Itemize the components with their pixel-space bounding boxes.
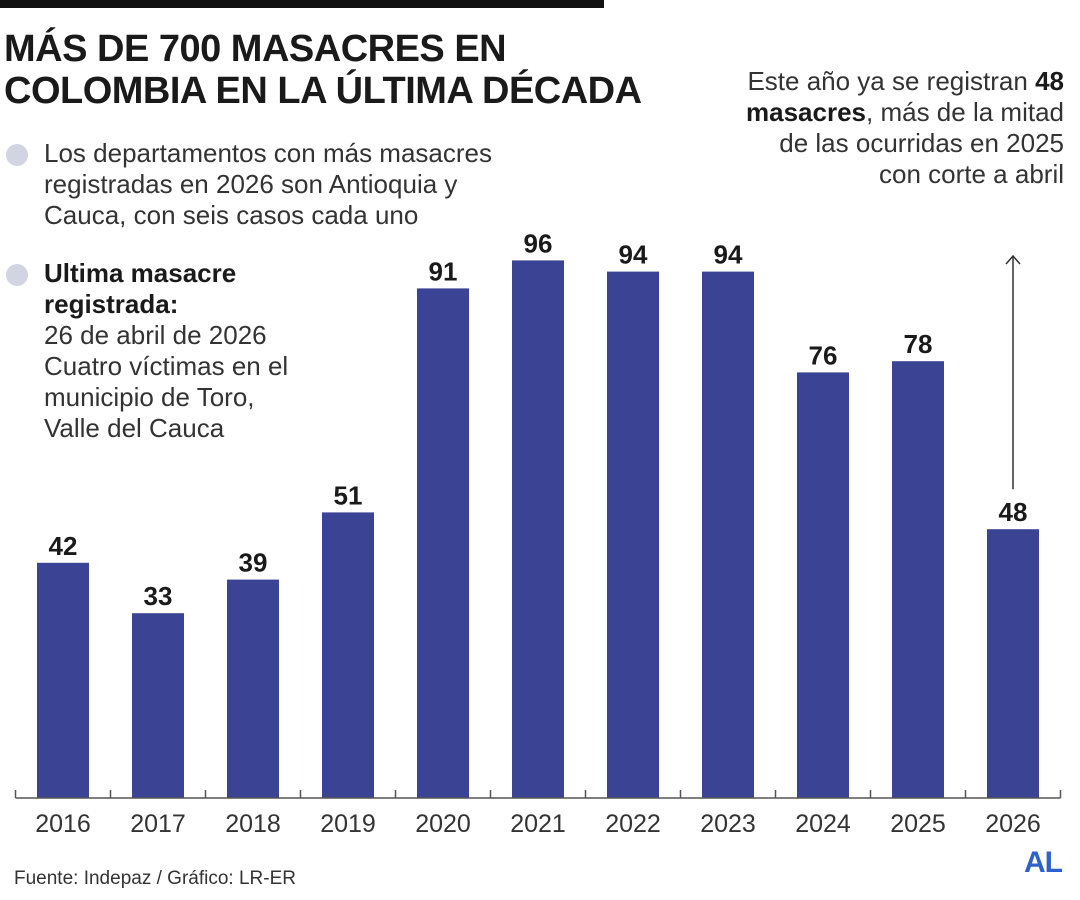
last-massacre-heading: registrada: [44,289,179,319]
bar-2024 [797,372,849,798]
chart-title-line-2: COLOMBIA EN LA ÚLTIMA DÉCADA [4,70,642,112]
x-tick-label-2026: 2026 [985,810,1041,838]
value-label-2022: 94 [619,240,648,270]
x-tick-label-2016: 2016 [35,810,91,838]
bar-2017 [132,613,184,798]
departments-note: Los departamentos con más masacres regis… [6,138,564,231]
last-massacre-date: 26 de abril de 2026 [44,320,267,350]
value-label-2021: 96 [524,228,553,258]
top-rule [0,0,604,8]
x-tick-label-2023: 2023 [700,810,756,838]
up-arrow-icon [1005,254,1021,490]
x-tick-label-2017: 2017 [130,810,186,838]
value-label-2024: 76 [809,340,838,370]
chart-title: MÁS DE 700 MASACRES EN COLOMBIA EN LA ÚL… [4,28,642,112]
bar-2026 [987,529,1039,798]
value-label-2023: 94 [714,240,743,270]
x-tick-label-2022: 2022 [605,810,661,838]
value-label-2016: 42 [49,531,78,561]
last-massacre-detail: Cuatro víctimas en el [44,351,289,381]
value-label-2018: 39 [239,548,268,578]
bullet-dot-icon [6,144,28,166]
x-tick-label-2019: 2019 [320,810,376,838]
bullet-dot-icon [6,264,28,286]
departments-note-line: Los departamentos con más masacres [44,138,492,168]
bar-2018 [227,579,279,798]
annotation-text-pre: Este año ya se registran [747,66,1028,96]
current-year-annotation: Este año ya se registran 48 masacres, má… [744,66,1064,190]
x-tick-label-2025: 2025 [890,810,946,838]
departments-note-line: registradas en 2026 son Antioquia y [44,169,458,199]
source-credit: Fuente: Indepaz / Gráfico: LR-ER [14,868,296,889]
bar-2022 [607,271,659,799]
annotation-highlight: 48 masacres [746,66,1064,127]
bar-2021 [512,260,564,798]
bar-2016 [37,562,89,798]
value-label-2025: 78 [904,329,933,359]
bar-2020 [417,288,469,798]
chart-title-line-1: MÁS DE 700 MASACRES EN [4,28,507,70]
bar-2019 [322,512,374,798]
x-tick-label-2018: 2018 [225,810,281,838]
value-label-2020: 91 [429,256,458,286]
x-tick-label-2020: 2020 [415,810,471,838]
last-massacre-heading: Ultima masacre [44,258,237,288]
value-label-2017: 33 [144,581,173,611]
annotation-text-post: , más de la mitad de las ocurridas en 20… [779,97,1064,189]
x-tick-label-2024: 2024 [795,810,851,838]
last-massacre-note: Ultima masacre registrada: 26 de abril d… [6,258,344,444]
logo: AL [1024,846,1063,879]
last-massacre-detail: municipio de Toro, [44,382,255,412]
value-label-2026: 48 [999,497,1028,527]
last-massacre-detail: Valle del Cauca [44,413,225,443]
bar-2025 [892,361,944,798]
value-label-2019: 51 [334,480,363,510]
departments-note-line: Cauca, con seis casos cada uno [44,200,419,230]
x-tick-label-2021: 2021 [510,810,566,838]
bar-2023 [702,271,754,799]
